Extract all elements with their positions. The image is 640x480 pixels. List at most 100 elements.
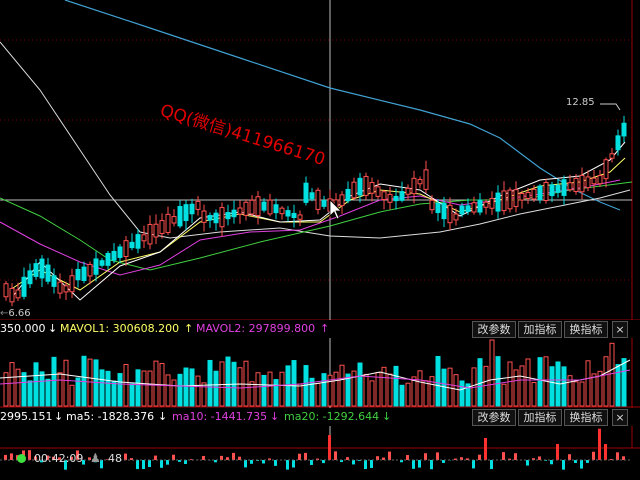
indicator-bar (532, 458, 535, 460)
indicator-bar (436, 452, 439, 460)
candle (189, 203, 195, 215)
add-indicator-button[interactable]: 加指标 (518, 409, 562, 426)
candle (99, 260, 105, 266)
online-status-icon (17, 454, 26, 463)
candle (285, 210, 291, 217)
volume-bar (15, 368, 21, 407)
indicator-bar (292, 460, 295, 468)
volume-bar (267, 371, 273, 407)
candle (303, 182, 309, 203)
volume-bar (423, 380, 429, 407)
volume-bar (495, 356, 501, 407)
indicator-bar (58, 457, 61, 460)
indicator-bar (202, 455, 205, 460)
volume-bar (585, 360, 591, 407)
candle (531, 188, 537, 200)
candle (525, 192, 531, 199)
volume-bar (339, 364, 345, 407)
candle (291, 212, 297, 218)
edit-params-button[interactable]: 改参数 (472, 321, 516, 338)
indicator-bar (430, 460, 433, 470)
volume-bar (603, 356, 609, 407)
indicator-bar (352, 460, 355, 465)
indicator-bar (574, 460, 577, 463)
switch-indicator-button[interactable]: 换指标 (564, 409, 608, 426)
volume-bar (195, 375, 201, 407)
indicator-bar (46, 455, 49, 460)
indicator-bar (616, 452, 619, 460)
indicator-bar (586, 460, 589, 463)
indicator-bar (388, 451, 391, 460)
ma20-arrow: ↓ (382, 410, 392, 423)
indicator-bar (346, 457, 349, 460)
indicator-bar (250, 460, 253, 464)
candle (93, 258, 99, 275)
indicator-bar (148, 460, 151, 468)
user-count: 48 (108, 452, 122, 465)
indicator-series (4, 428, 625, 470)
indicator-bar (64, 460, 67, 470)
volume-bar (549, 366, 555, 407)
volume-header: 350.000 ↓ MAVOL1: 300608.200 ↑ MAVOL2: 2… (0, 320, 640, 338)
candle (459, 205, 465, 215)
candle (297, 214, 303, 220)
volume-bar (33, 362, 39, 407)
candle (75, 268, 81, 281)
indicator-bar (310, 460, 313, 465)
volume-bar (345, 373, 351, 407)
volume-arrow: ↓ (48, 322, 58, 335)
indicator-bar (364, 460, 367, 470)
volume-bar (393, 365, 399, 407)
volume-bar (387, 373, 393, 407)
candle (387, 193, 393, 203)
candle (273, 204, 279, 214)
indicator-bar (478, 454, 481, 460)
volume-bar (75, 377, 81, 407)
candle (105, 252, 111, 266)
mouse-cursor-icon (329, 199, 342, 220)
indicator-bar (274, 460, 277, 466)
candle (345, 188, 351, 202)
candle (171, 216, 177, 224)
indicator-bar (622, 456, 625, 460)
switch-indicator-button[interactable]: 换指标 (564, 321, 608, 338)
volume-bar (147, 370, 153, 407)
candle (141, 234, 147, 242)
candle (441, 202, 447, 220)
indicator-bar (568, 454, 571, 460)
candle (243, 201, 249, 216)
volume-bar (327, 374, 333, 407)
candle (309, 192, 315, 200)
mavol1-line (0, 359, 631, 391)
candle (27, 270, 33, 285)
mavol2-arrow: ↑ (320, 322, 330, 335)
candle (177, 206, 183, 227)
volume-bar (3, 372, 9, 407)
candle (477, 199, 483, 213)
volume-bar (501, 383, 507, 407)
ma20-label: ma20: -1292.644 (284, 410, 380, 423)
indicator-bar (100, 460, 103, 469)
volume-bar (405, 382, 411, 407)
candle (3, 283, 9, 298)
volume-bar (411, 376, 417, 407)
edit-params-button[interactable]: 改参数 (472, 409, 516, 426)
volume-bar (27, 380, 33, 407)
candle (381, 191, 387, 201)
candle (45, 264, 51, 282)
candle (483, 201, 489, 208)
close-panel-button[interactable]: × (612, 321, 628, 338)
volume-bar (453, 374, 459, 407)
mavol1-label: MAVOL1: 300608.200 (60, 322, 180, 335)
candle (21, 276, 27, 297)
indicator-bar (94, 460, 97, 463)
candle (225, 212, 231, 220)
add-indicator-button[interactable]: 加指标 (518, 321, 562, 338)
close-panel-button[interactable]: × (612, 409, 628, 426)
candle (465, 205, 471, 213)
indicator-bar (130, 458, 133, 460)
indicator-bar (610, 459, 613, 460)
indicator-bar (550, 460, 553, 465)
candle (57, 281, 63, 294)
indicator-bar (580, 460, 583, 469)
